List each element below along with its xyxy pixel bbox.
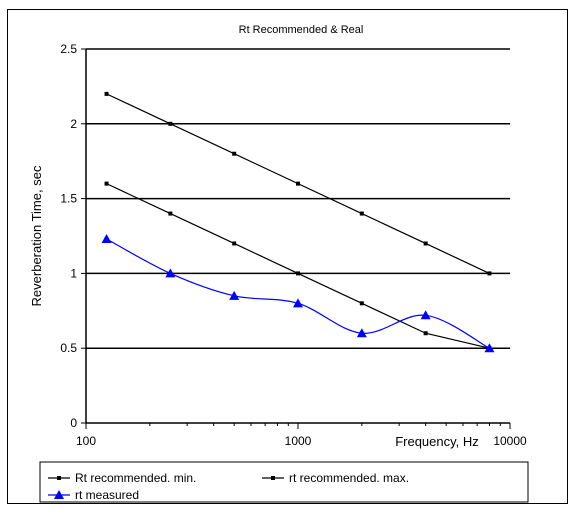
series-line-0: [106, 183, 490, 349]
legend-box: [39, 461, 529, 503]
y-tick-label-2: 1: [70, 266, 77, 280]
x-axis-label: Frequency, Hz: [395, 434, 479, 449]
data-point-0-2: [232, 241, 237, 246]
legend-marker-0: [57, 476, 61, 480]
series-1: [104, 91, 492, 276]
data-point-1-3: [296, 181, 300, 186]
y-axis-label: Reverberation Time, sec: [29, 165, 44, 306]
data-point-1-4: [359, 211, 364, 216]
y-tick-label-5: 2.5: [60, 42, 77, 56]
series-2: [101, 233, 495, 353]
legend-marker-2: [54, 490, 64, 499]
data-point-2-2: [229, 290, 240, 300]
series-0: [104, 181, 492, 351]
data-point-2-1: [165, 268, 176, 278]
data-point-2-6: [484, 343, 495, 353]
series-layer: [101, 91, 495, 353]
data-point-2-5: [420, 310, 431, 320]
y-tick-label-4: 2: [70, 117, 77, 131]
chart-title: Rt Recommended & Real: [239, 24, 364, 36]
series-line-2: [106, 238, 490, 349]
data-point-2-3: [293, 298, 303, 308]
chart-frame: [7, 9, 568, 504]
data-point-0-5: [423, 331, 428, 336]
legend-label-2: rt measured: [75, 488, 139, 502]
data-point-2-0: [101, 233, 112, 243]
legend-marker-1: [271, 476, 275, 480]
x-tick-label-0: 100: [76, 434, 96, 448]
legend-label-1: rt recommended. max.: [289, 471, 409, 485]
data-point-0-1: [168, 211, 173, 216]
x-tick-label-1: 1000: [285, 434, 312, 448]
legend-item-0: Rt recommended. min.: [48, 471, 196, 485]
y-tick-label-1: 0.5: [60, 341, 77, 355]
legend-item-1: rt recommended. max.: [262, 471, 409, 485]
y-tick-label-0: 0: [70, 416, 77, 430]
data-point-1-2: [232, 151, 237, 156]
x-tick-label-2: 10000: [493, 434, 527, 448]
legend: Rt recommended. min. rt recommended. max.…: [48, 471, 409, 502]
data-point-1-0: [104, 91, 109, 96]
legend-item-2: rt measured: [48, 488, 139, 502]
data-point-0-3: [296, 271, 300, 276]
data-point-1-6: [487, 271, 492, 276]
data-point-1-5: [423, 241, 428, 246]
y-tick-label-3: 1.5: [60, 192, 77, 206]
axes: 0 0.5 1 1.5 2 2.5 100 1000 10000: [60, 42, 527, 448]
data-point-2-4: [356, 328, 367, 338]
data-point-0-4: [359, 301, 364, 306]
data-point-1-1: [168, 121, 173, 126]
data-point-0-0: [104, 181, 109, 186]
legend-label-0: Rt recommended. min.: [75, 471, 196, 485]
